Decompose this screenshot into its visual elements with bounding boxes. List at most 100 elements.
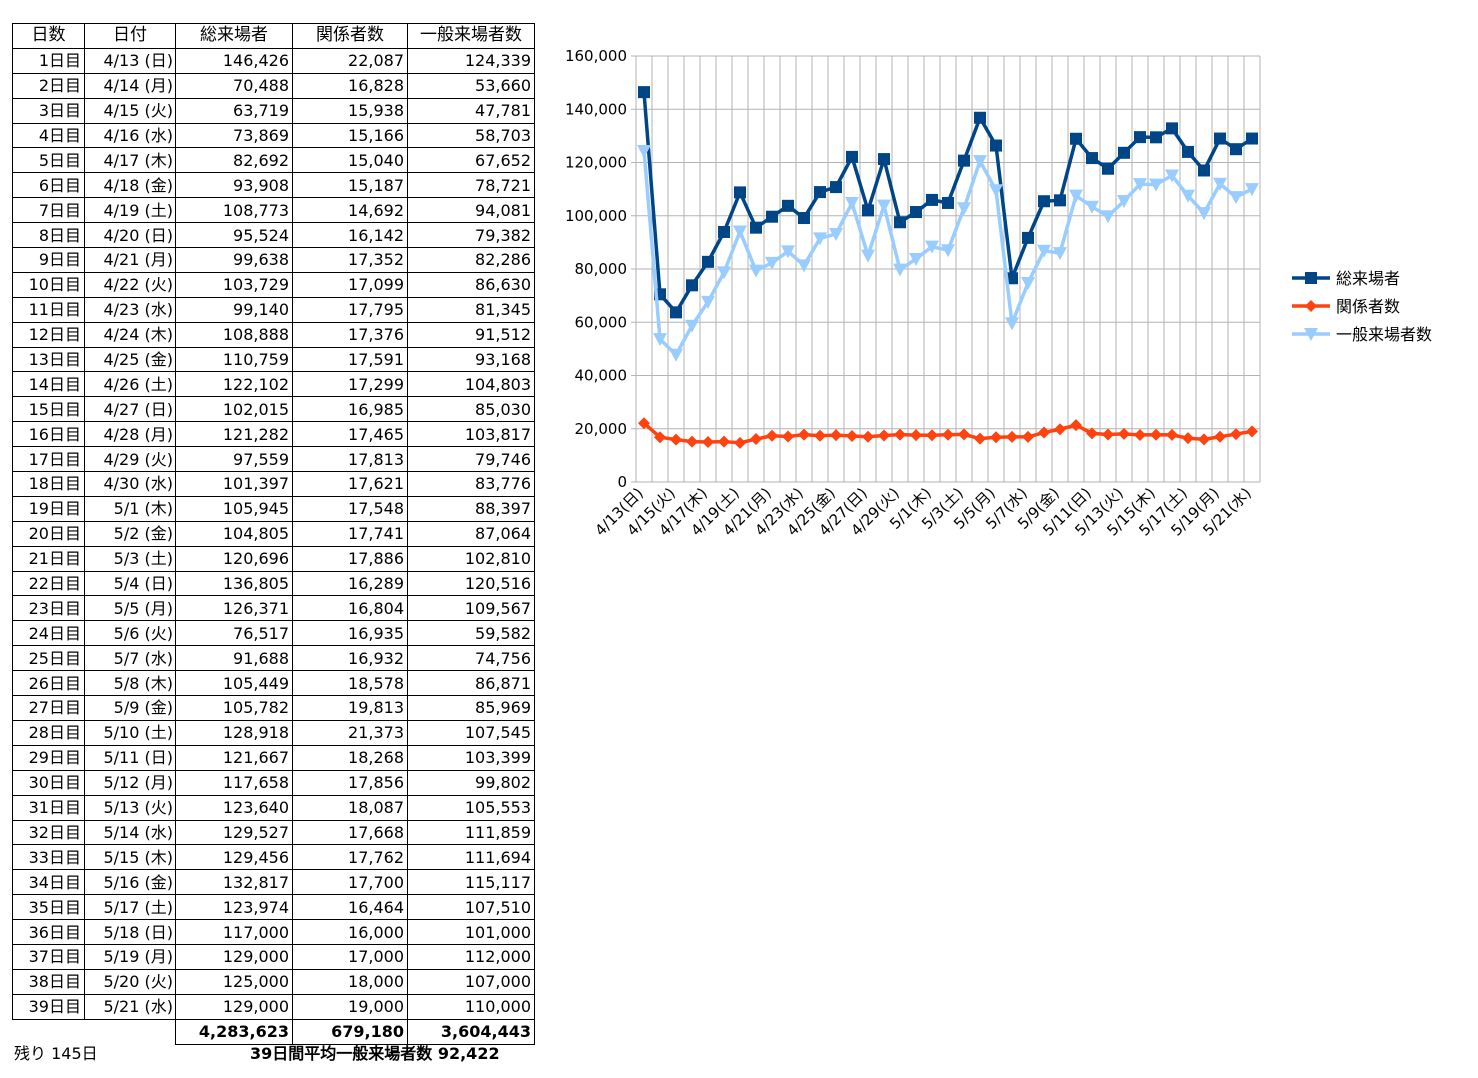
table-row: 32日目 5/14 (水) 129,527 17,668 111,859: [12, 819, 535, 846]
data-point: [638, 86, 650, 99]
day-cell: 11日目: [12, 296, 85, 323]
date-cell: 5/8 (木): [84, 670, 176, 697]
data-point: [1165, 169, 1179, 183]
staff-cell: 17,000: [292, 943, 408, 970]
date-cell: 4/28 (月): [84, 421, 176, 448]
data-point: [1038, 426, 1050, 439]
data-point: [1118, 146, 1130, 159]
table-row: 16日目 4/28 (月) 121,282 17,465 103,817: [12, 421, 535, 448]
total-cell: 136,805: [175, 570, 293, 597]
day-cell: 7日目: [12, 197, 85, 224]
staff-cell: 16,932: [292, 645, 408, 672]
table-row: 25日目 5/7 (水) 91,688 16,932 74,756: [12, 645, 535, 672]
remaining-days: 残り 145日: [14, 1044, 98, 1063]
staff-cell: 17,299: [292, 371, 408, 398]
day-cell: 32日目: [12, 819, 85, 846]
data-point: [909, 252, 923, 266]
table-row: 38日目 5/20 (火) 125,000 18,000 107,000: [12, 968, 535, 995]
date-cell: 4/26 (土): [84, 371, 176, 398]
data-point: [1229, 191, 1243, 205]
table-row: 14日目 4/26 (土) 122,102 17,299 104,803: [12, 371, 535, 398]
legend-label: 総来場者: [1336, 269, 1400, 288]
data-point: [782, 430, 794, 443]
total-cell: 129,000: [175, 943, 293, 970]
data-point: [1069, 189, 1083, 203]
general-cell: 74,756: [407, 645, 535, 672]
data-point: [893, 263, 907, 277]
total-cell: 126,371: [175, 595, 293, 622]
general-cell: 79,382: [407, 222, 535, 249]
total-cell: 132,817: [175, 869, 293, 896]
total-cell: 76,517: [175, 620, 293, 647]
total-cell: 129,527: [175, 819, 293, 846]
data-point: [861, 249, 875, 263]
general-cell: 102,810: [407, 545, 535, 572]
data-point: [830, 429, 842, 442]
attendance-table: 日数 日付 総来場者 関係者数 一般来場者数 1日目 4/13 (日) 146,42…: [12, 23, 535, 1045]
total-cell: 108,888: [175, 321, 293, 348]
general-cell: 101,000: [407, 919, 535, 945]
data-point: [1085, 200, 1099, 214]
y-tick-label: 40,000: [575, 367, 628, 385]
general-cell: 93,168: [407, 346, 535, 373]
data-point: [1182, 145, 1194, 158]
table-row: 30日目 5/12 (月) 117,658 17,856 99,802: [12, 769, 535, 796]
date-cell: 4/16 (水): [84, 122, 176, 149]
date-cell: 4/29 (火): [84, 446, 176, 473]
data-point: [765, 256, 779, 270]
day-cell: 38日目: [12, 968, 85, 995]
data-point: [749, 264, 763, 278]
data-point: [1117, 194, 1131, 208]
header-staff-count: 関係者数: [292, 23, 408, 49]
staff-cell: 17,813: [292, 446, 408, 473]
legend-label: 一般来場者数: [1336, 325, 1432, 344]
data-point: [781, 245, 795, 259]
day-cell: 19日目: [12, 495, 85, 522]
data-point: [702, 435, 714, 448]
day-cell: 28日目: [12, 719, 85, 746]
staff-cell: 17,856: [292, 769, 408, 796]
date-cell: 4/30 (水): [84, 471, 176, 497]
total-cell: 63,719: [175, 97, 293, 124]
table-row: 23日目 5/5 (月) 126,371 16,804 109,567: [12, 595, 535, 622]
y-tick-label: 100,000: [565, 207, 627, 225]
data-point: [974, 432, 986, 445]
total-cell: 70,488: [175, 72, 293, 99]
table-row: 7日目 4/19 (土) 108,773 14,692 94,081: [12, 197, 535, 224]
table-row: 15日目 4/27 (日) 102,015 16,985 85,030: [12, 396, 535, 423]
general-cell: 47,781: [407, 97, 535, 124]
data-point: [1198, 433, 1210, 446]
data-point: [1230, 428, 1242, 441]
date-cell: 5/13 (火): [84, 794, 176, 821]
staff-cell: 16,985: [292, 396, 408, 423]
date-cell: 5/7 (水): [84, 645, 176, 672]
data-point: [989, 184, 1003, 198]
day-cell: 3日目: [12, 97, 85, 124]
date-cell: 5/11 (日): [84, 744, 176, 771]
day-cell: 34日目: [12, 869, 85, 896]
data-point: [878, 153, 890, 166]
general-cell: 111,694: [407, 844, 535, 871]
staff-cell: 21,373: [292, 719, 408, 746]
data-point: [766, 210, 778, 223]
y-tick-label: 160,000: [565, 47, 627, 65]
general-cell: 83,776: [407, 471, 535, 497]
data-point: [1230, 143, 1242, 156]
table-row: 27日目 5/9 (金) 105,782 19,813 85,969: [12, 695, 535, 721]
general-cell: 103,399: [407, 744, 535, 771]
total-cell: 121,282: [175, 421, 293, 448]
header-day: 日数: [12, 23, 85, 49]
data-point: [894, 216, 906, 229]
data-point: [702, 255, 714, 268]
y-tick-label: 120,000: [565, 154, 627, 172]
staff-cell: 17,700: [292, 869, 408, 896]
general-cell: 91,512: [407, 321, 535, 348]
date-cell: 5/14 (水): [84, 819, 176, 846]
data-point: [1070, 419, 1082, 432]
date-cell: 4/21 (月): [84, 247, 176, 273]
total-cell: 103,729: [175, 271, 293, 298]
data-point: [813, 232, 827, 246]
staff-cell: 15,938: [292, 97, 408, 124]
legend-marker: [1305, 272, 1317, 284]
total-cell: 128,918: [175, 719, 293, 746]
